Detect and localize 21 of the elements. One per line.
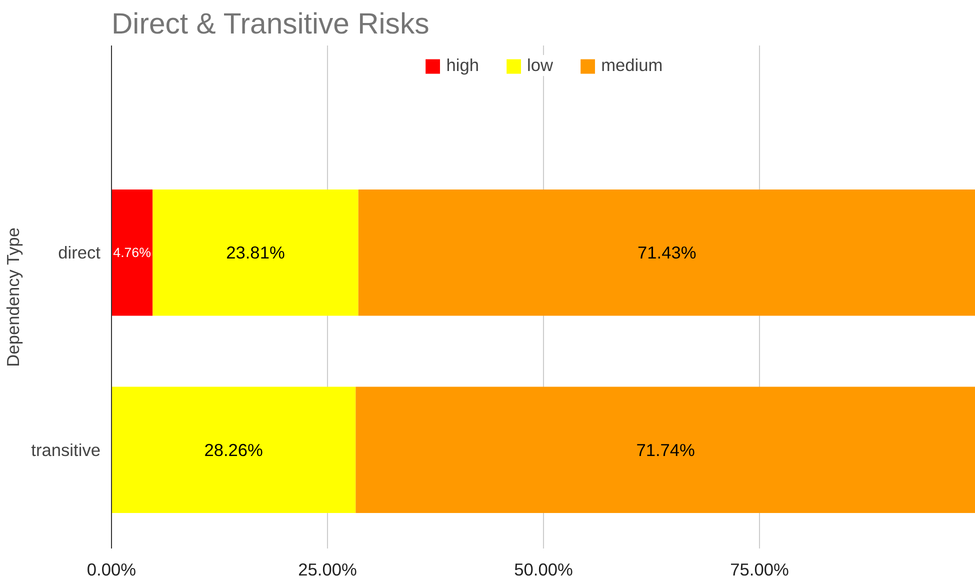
legend-label: low [527,55,554,76]
y-axis-title: Dependency Type [3,227,24,367]
x-tick-label: 50.00% [514,560,573,580]
x-tick-label: 25.00% [298,560,357,580]
data-label: 23.81% [226,242,285,263]
x-tick-label: 0.00% [86,560,136,580]
bar [112,386,356,513]
chart-title: Direct & Transitive Risks [112,8,430,40]
bar [358,189,975,316]
data-label: 4.76% [113,245,152,260]
bar [356,386,975,513]
legend-label: medium [601,55,663,76]
y-tick-label: direct [58,242,101,263]
y-tick-label: transitive [31,440,101,460]
bar [112,189,153,316]
bar [152,189,358,316]
data-label: 71.74% [636,440,695,460]
legend-label: high [446,55,480,76]
data-label: 28.26% [204,440,263,460]
x-tick-label: 75.00% [730,560,789,580]
data-label: 71.43% [638,242,696,263]
